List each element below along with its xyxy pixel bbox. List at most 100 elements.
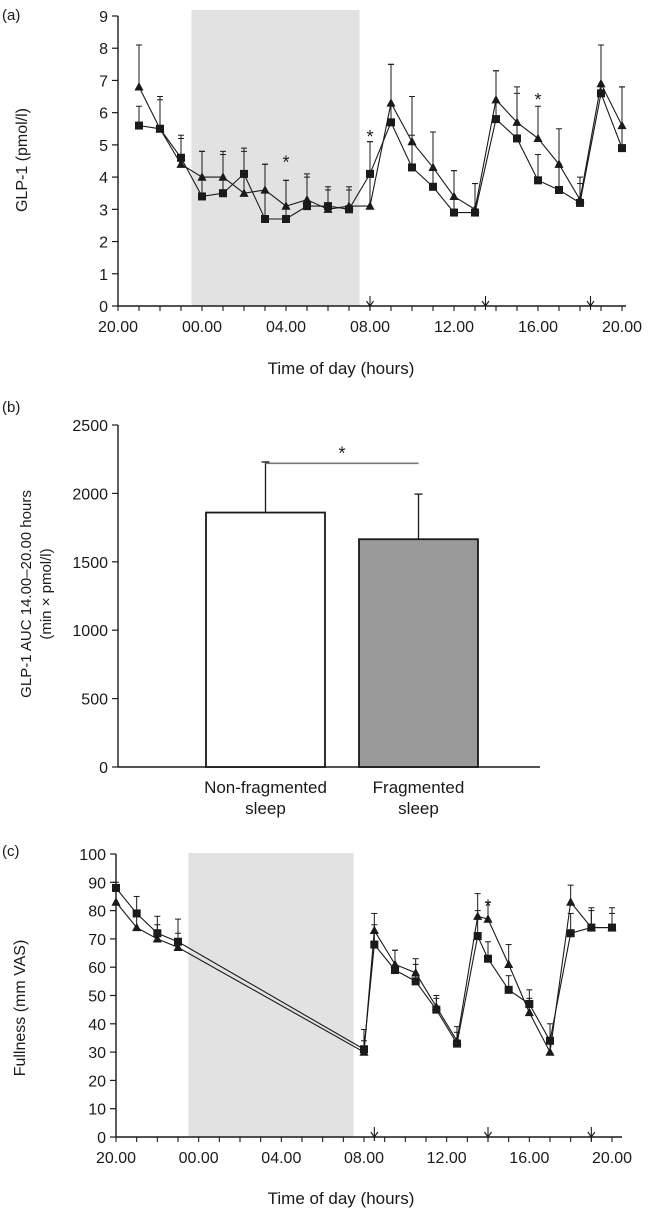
panel-b-chart: (b) GLP-1 AUC 14.00–20.00 hours (min × p… <box>2 399 540 818</box>
panel-c-square-point <box>360 1045 368 1054</box>
panel-a-triangle-point <box>554 159 564 168</box>
panel-a-meal-arrow-head <box>366 300 374 307</box>
panel-b-y-axis-title-line-1: GLP-1 AUC 14.00–20.00 hours <box>18 490 35 698</box>
panel-b-category-label-line-2: sleep <box>398 799 439 818</box>
panel-a-y-tick-label: 2 <box>99 235 108 252</box>
panel-c-square-point <box>132 909 141 918</box>
panel-c-y-tick-label: 20 <box>88 1073 106 1090</box>
panel-c-triangle-point <box>545 1047 555 1056</box>
panel-a-shaded-interval <box>191 10 360 306</box>
panel-b-y-tick-label: 2000 <box>72 486 108 503</box>
panel-b-category-label-line-2: sleep <box>245 799 286 818</box>
panel-a-x-tick-label: 16.00 <box>518 319 558 336</box>
panel-c-meal-arrow-head <box>370 1131 379 1138</box>
panel-a-square-point <box>366 169 374 178</box>
panel-a-x-tick-label: 00.00 <box>182 319 222 336</box>
panel-a-meal-arrow-head <box>481 300 490 307</box>
panel-a-square-point <box>261 215 269 223</box>
panel-a-triangle-point <box>533 133 543 143</box>
panel-a-meal-arrow-head <box>586 300 595 307</box>
panel-c-square-point <box>432 1005 441 1014</box>
panel-c-square-point <box>484 954 492 963</box>
panel-c-significance-asterisk: * <box>484 896 491 916</box>
panel-c-meal-arrow-head <box>587 1131 596 1138</box>
panel-a-label: (a) <box>2 7 20 24</box>
panel-a-square-point <box>618 144 626 153</box>
panel-c-square-point <box>153 929 162 938</box>
panel-a-square-point <box>450 208 458 217</box>
panel-c-x-tick-label: 04.00 <box>261 1150 301 1167</box>
panel-a-square-point <box>576 198 584 207</box>
panel-a-square-point <box>303 202 311 211</box>
panel-a-square-point <box>534 176 542 185</box>
panel-c-y-tick-label: 50 <box>88 989 106 1006</box>
panel-c-triangle-point <box>524 1007 534 1017</box>
panel-a-chart: (a) GLP-1 (pmol/l) Time of day (hours) 0… <box>2 7 642 378</box>
panel-a-y-tick-label: 1 <box>99 267 108 284</box>
panel-a-y-axis-title: GLP-1 (pmol/l) <box>14 108 31 212</box>
panel-c-x-axis-title: Time of day (hours) <box>268 1189 415 1208</box>
panel-c-chart: (c) Fullness (mm VAS) Time of day (hours… <box>2 843 632 1208</box>
panel-c-square-point <box>608 923 616 932</box>
panel-c-square-point <box>473 932 482 941</box>
panel-a-triangle-point <box>176 159 186 168</box>
panel-a-y-tick-label: 9 <box>99 9 108 26</box>
panel-a-square-point <box>597 89 605 98</box>
panel-c-triangle-point <box>132 922 142 932</box>
panel-c-square-point <box>411 977 420 986</box>
panel-a-square-point <box>492 115 500 124</box>
panel-a-square-point <box>135 121 143 130</box>
panel-c-x-tick-label: 00.00 <box>179 1150 219 1167</box>
panel-b-bar-2 <box>358 538 479 768</box>
panel-b-y-tick-label: 0 <box>99 760 108 777</box>
panel-a-significance-asterisk: * <box>366 127 373 147</box>
panel-a-y-tick-label: 5 <box>99 138 108 155</box>
panel-a-y-tick-label: 7 <box>99 73 108 90</box>
panel-a-y-tick-label: 4 <box>99 170 108 187</box>
panel-c-y-tick-label: 70 <box>88 932 106 949</box>
panel-c-x-tick-label: 12.00 <box>427 1150 467 1167</box>
panel-c-y-tick-label: 100 <box>79 847 106 864</box>
panel-a-square-point <box>429 182 437 191</box>
panel-c-triangle-point <box>483 914 493 923</box>
panel-a-square-point <box>408 163 416 172</box>
panel-a-triangle-point <box>239 188 249 197</box>
panel-a-y-tick-label: 0 <box>99 299 108 316</box>
panel-c-x-tick-label: 08.00 <box>344 1150 384 1167</box>
panel-a-y-tick-label: 6 <box>99 106 108 123</box>
panel-c-square-point <box>525 999 534 1008</box>
panel-c-triangle-point <box>504 959 514 968</box>
panel-a-x-tick-label: 08.00 <box>350 319 390 336</box>
panel-c-square-point <box>391 966 399 975</box>
panel-c-square-point <box>174 937 182 946</box>
panel-a-square-point <box>240 169 248 178</box>
panel-c-label: (c) <box>2 843 20 860</box>
panel-b-category-label-line-1: Fragmented <box>373 778 465 797</box>
panel-c-square-point <box>566 929 575 938</box>
panel-a-y-tick-label: 3 <box>99 202 108 219</box>
panel-a-x-tick-label: 20.00 <box>602 319 642 336</box>
panel-c-triangle-series-line <box>115 900 612 1054</box>
panel-c-y-axis-title: Fullness (mm VAS) <box>12 940 29 1077</box>
panel-a-square-point <box>345 205 353 214</box>
panel-c-y-tick-label: 30 <box>88 1045 106 1062</box>
panel-a-x-axis-title: Time of day (hours) <box>268 359 415 378</box>
panel-c-square-point <box>112 883 120 892</box>
panel-a-significance-asterisk: * <box>282 153 289 173</box>
panel-a-square-point <box>555 186 563 194</box>
panel-b-bar-1 <box>205 511 326 768</box>
panel-a-x-tick-label: 04.00 <box>266 319 306 336</box>
panel-c-square-point <box>587 923 596 932</box>
panel-c-square-point <box>453 1039 461 1048</box>
panel-c-square-point <box>504 985 513 994</box>
panel-b-y-tick-label: 1500 <box>72 555 108 572</box>
panel-b-y-axis-title-line-2: (min × pmol/l) <box>38 548 55 639</box>
panel-a-square-point <box>177 153 185 162</box>
panel-b-y-tick-label: 2500 <box>72 418 108 435</box>
panel-b-label: (b) <box>2 399 20 416</box>
panel-c-y-tick-label: 90 <box>88 875 106 892</box>
panel-c-y-tick-label: 40 <box>88 1017 106 1034</box>
panel-a-y-tick-label: 8 <box>99 41 108 58</box>
panel-c-meal-arrow-head <box>484 1131 492 1138</box>
